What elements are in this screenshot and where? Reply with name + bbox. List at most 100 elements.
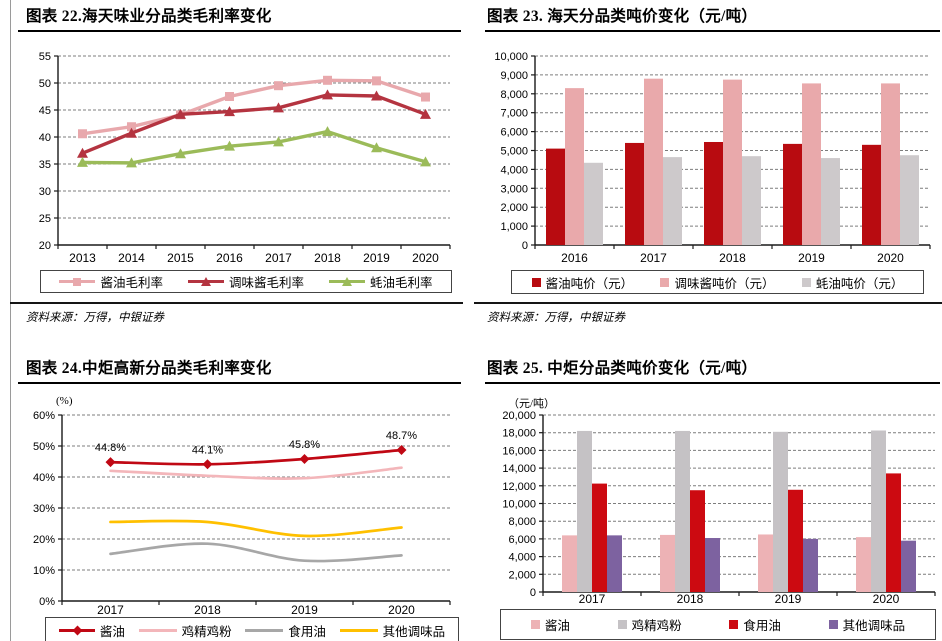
y-tick-label: 16,000 [502,445,536,457]
y-tick-label: 25 [39,213,51,225]
y-tick-label: 6,000 [508,534,536,546]
line-调味酱毛利率 [80,93,428,155]
y-axis-unit-label: (%) [56,395,73,407]
x-tick-label: 2016 [561,251,588,265]
legend-item: 其他调味品 [828,615,905,634]
x-tick-label: 2019 [291,603,318,617]
bar-酱油吨价（元） [783,143,802,245]
legend-label: 其他调味品 [382,624,446,639]
x-tick-label: 2015 [167,251,194,265]
y-tick-label: 10% [33,565,55,577]
line-鸡精鸡粉 [109,466,403,480]
bar-鸡精鸡粉 [871,430,886,592]
x-tick-label: 2013 [69,251,96,265]
bar-调味酱吨价（元） [644,78,663,246]
legend-item: 鸡精鸡粉 [617,615,682,634]
legend-label: 酱油 [99,624,125,639]
x-tick-label: 2018 [719,251,746,265]
bar-蚝油吨价（元） [742,156,761,245]
figure-25-panel: 图表 25. 中炬分品类吨价变化（元/吨） （元/吨） 0 2,000 4,000 6… [474,352,942,641]
data-point-marker [322,126,333,137]
y-tick-label: 9,000 [500,70,528,82]
legend-item: 蚝油吨价（元） [801,273,904,292]
data-label: 45.8% [289,439,320,451]
figure-22-panel: 图表 22.海天味业分品类毛利率变化 20 25 30 35 40 45 50 55 2013 2… [10,0,463,345]
data-point-marker [420,156,431,167]
bottom-rule [10,302,463,304]
data-label: 44.8% [95,442,126,454]
bar-酱油 [856,537,871,592]
data-point-marker [274,81,283,91]
bar-调味酱吨价（元） [881,83,900,245]
page-border-line [10,0,11,641]
bar-食用油 [788,489,803,592]
legend-label: 蚝油吨价（元） [815,276,904,291]
bar-酱油吨价（元） [546,148,565,245]
bottom-rule [474,302,942,304]
data-point-marker [225,92,234,101]
data-point-marker [371,90,382,101]
x-tick-label: 2017 [97,603,124,617]
line-酱油毛利率 [80,78,428,136]
legend-item: 鸡精鸡粉 [138,621,232,640]
x-tick-label: 2020 [412,251,439,265]
figure-24-chart: 0% 10% 20% 30% 40% 50% 60% 2017 2018 2019 2020 44.8… [33,410,451,617]
bar-蚝油吨价（元） [900,155,919,245]
figure-25-chart: 0 2,000 4,000 6,000 8,000 10,000 12,000 14,000 1… [502,410,936,606]
bar-调味酱吨价（元） [565,88,584,245]
data-point-marker [78,129,87,139]
bar-食用油 [592,483,607,592]
y-tick-label: 60% [33,410,55,422]
data-point-marker [420,108,431,119]
x-tick-label: 2018 [314,251,341,265]
data-point-marker [273,136,284,147]
x-tick-label: 2020 [873,592,900,606]
bar-调味酱吨价（元） [723,79,742,245]
legend-label: 蚝油毛利率 [369,276,433,290]
y-tick-label: 6,000 [500,127,528,139]
y-tick-label: 30% [33,503,55,515]
legend-swatch-icon [339,628,378,632]
y-tick-label: 45 [39,105,51,117]
bar-其他调味品 [705,538,720,592]
x-tick-label: 2019 [775,592,802,606]
data-point-marker [77,156,88,167]
y-tick-label: 20% [33,534,55,546]
data-point-marker [322,89,333,100]
data-label: 44.1% [192,444,223,456]
data-point-marker [323,75,332,85]
legend-item: 酱油 [530,615,570,634]
bar-酱油吨价（元） [704,141,723,245]
figure-23-title: 图表 23. 海天分品类吨价变化（元/吨） [487,8,758,25]
y-tick-label: 40 [39,132,51,144]
legend-label: 酱油毛利率 [100,276,163,290]
y-tick-label: 35 [39,159,51,171]
data-point-marker [224,140,235,151]
legend-swatch-icon [328,276,365,287]
title-rule [18,30,461,32]
line-其他调味品 [109,519,403,538]
data-point-marker [273,102,284,113]
bar-调味酱吨价（元） [802,83,821,245]
data-point-marker [224,106,235,117]
y-tick-label: 2,000 [500,202,528,214]
x-tick-label: 2020 [388,603,415,617]
line-蚝油毛利率 [80,129,428,165]
figure-25-title: 图表 25. 中炬分品类吨价变化（元/吨） [487,360,758,377]
figure-24-title: 图表 24.中炬高新分品类毛利率变化 [26,360,272,377]
data-point-marker [77,147,88,158]
legend-swatch-icon [530,620,540,629]
x-tick-label: 2017 [640,251,667,265]
figure-23-chart: 0 1,000 2,000 3,000 4,000 5,000 6,000 7,000 8,00… [494,51,931,265]
title-rule [18,382,461,384]
data-point-marker [127,122,136,132]
data-label: 48.7% [386,430,417,442]
legend-swatch-icon [58,625,95,636]
legend-swatch-icon [828,620,838,629]
y-tick-label: 8,000 [508,516,536,528]
figure-23-panel: 图表 23. 海天分品类吨价变化（元/吨） 0 1,000 2,000 3,000 4,… [474,0,942,345]
y-tick-label: 0 [522,240,528,252]
data-point-marker [421,92,430,102]
figure-24-panel: 图表 24.中炬高新分品类毛利率变化 (%) 0% 10% 20% 30% 40% 50%… [10,352,463,641]
